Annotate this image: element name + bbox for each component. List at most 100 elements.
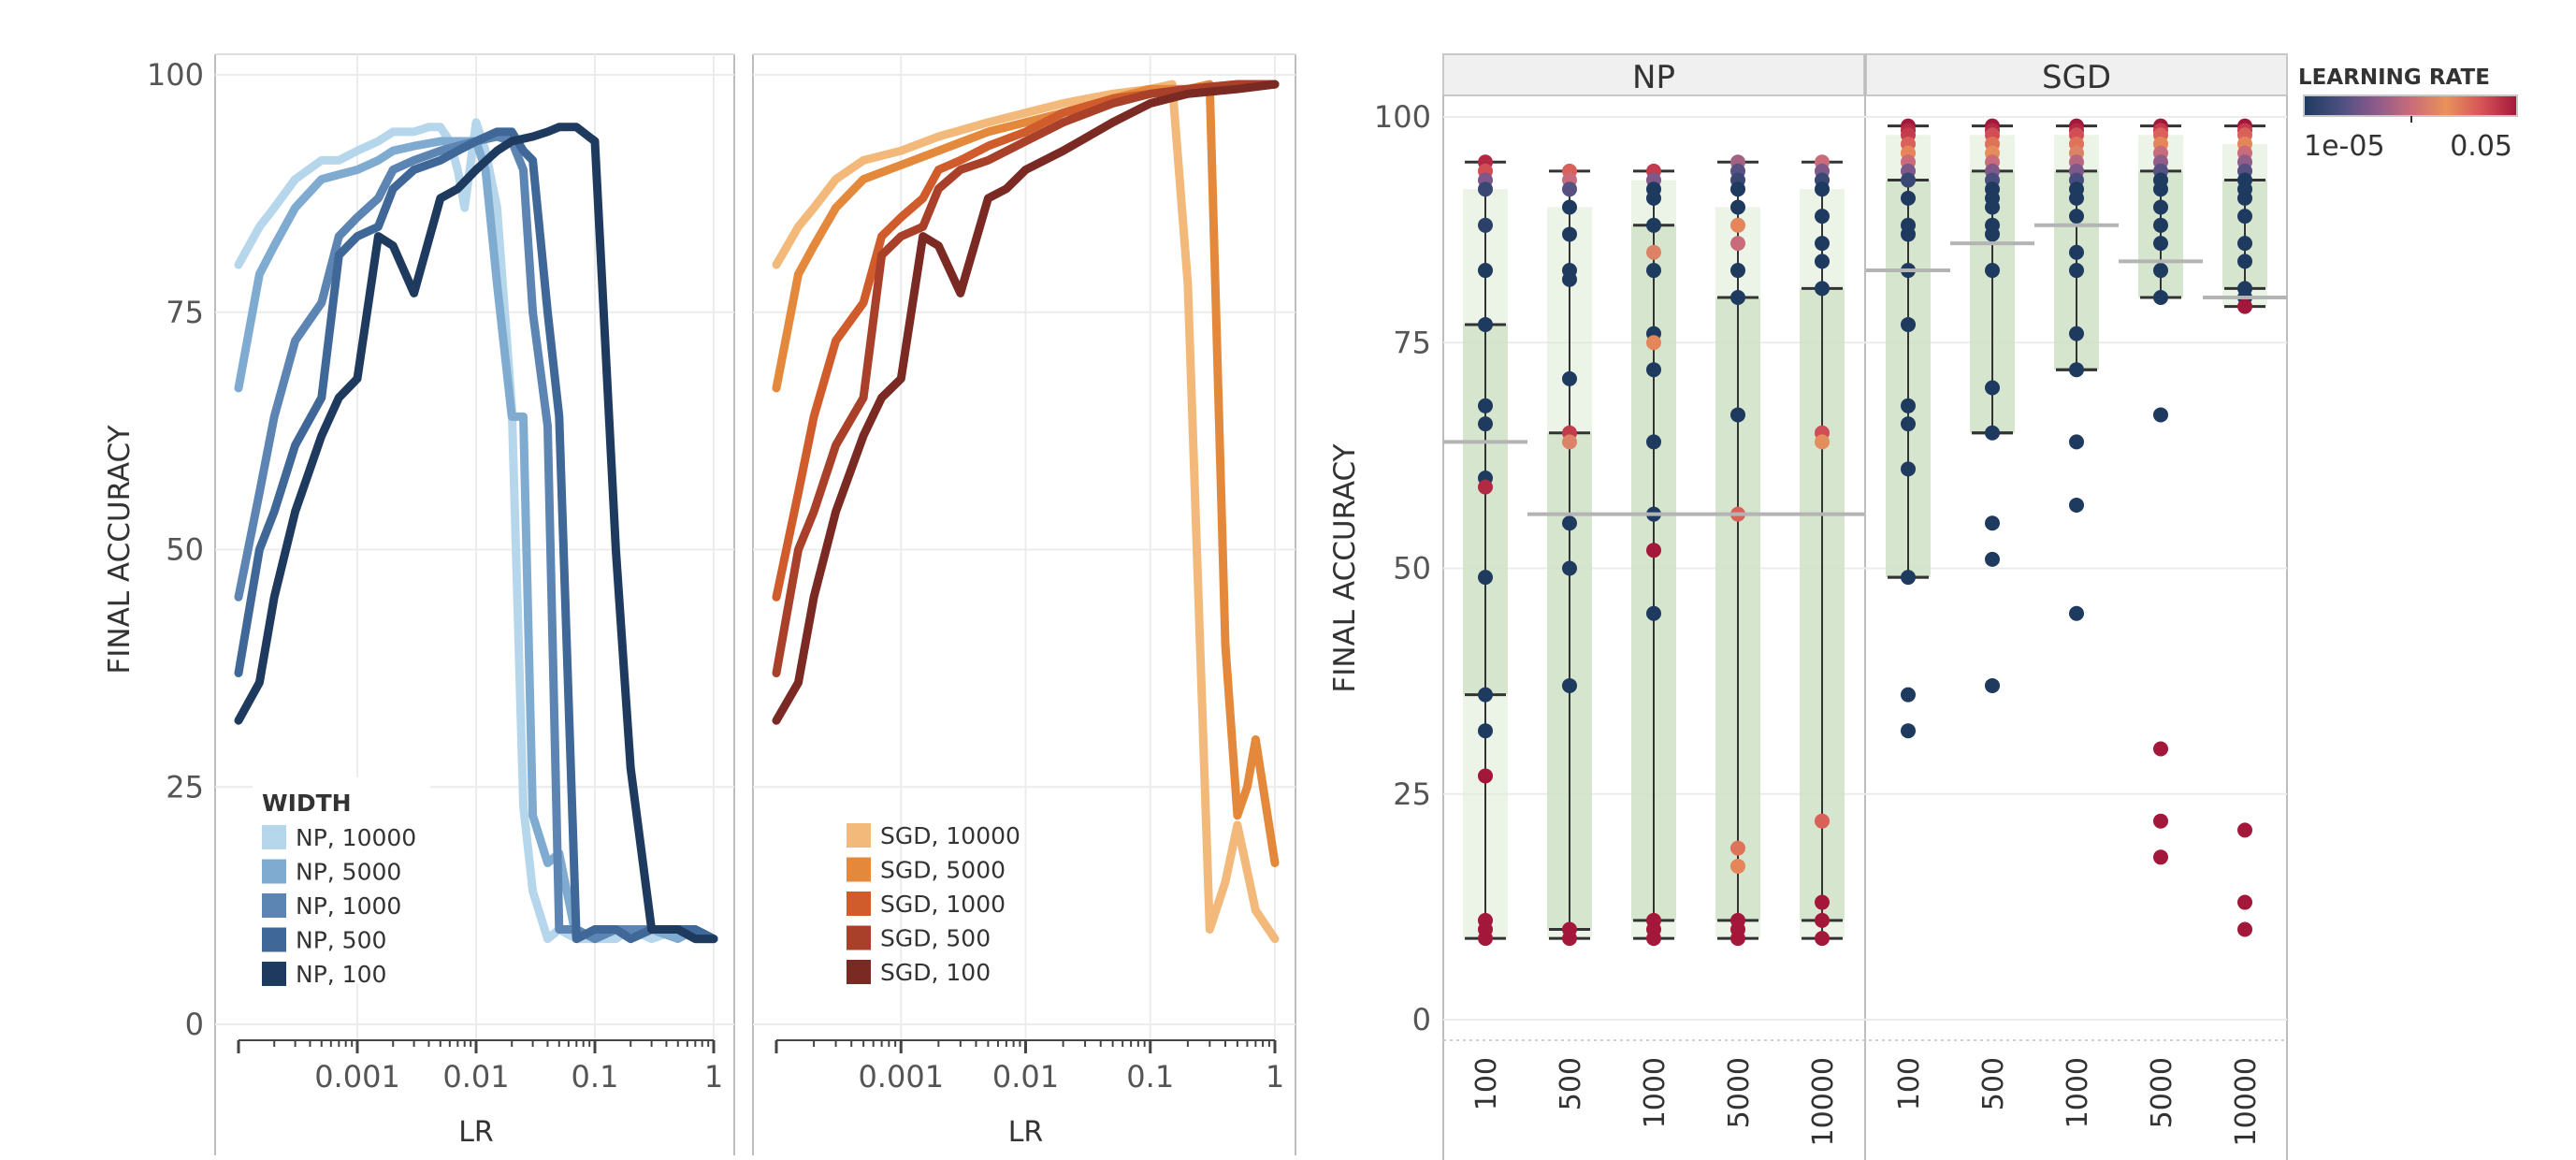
category-label: 1000 — [1639, 1057, 1672, 1128]
legend-label: NP, 1000 — [296, 892, 401, 920]
data-point — [1815, 209, 1830, 225]
data-point — [2069, 362, 2084, 378]
legend-label: NP, 100 — [296, 961, 386, 988]
data-point — [1815, 434, 1830, 450]
data-point — [1478, 931, 1493, 947]
data-point — [1985, 263, 2000, 279]
data-point — [1646, 543, 1661, 558]
data-point — [1562, 181, 1577, 197]
data-point — [1730, 236, 1745, 252]
y-tick-label: 100 — [147, 57, 204, 93]
data-point — [1901, 398, 1916, 413]
data-point — [2153, 741, 2168, 757]
data-point — [2237, 298, 2252, 314]
data-point — [1901, 172, 1916, 188]
data-point — [2153, 236, 2168, 252]
legend-swatch — [262, 962, 286, 986]
data-point — [1815, 912, 1830, 928]
legend-swatch — [262, 893, 286, 918]
data-point — [1815, 254, 1830, 269]
data-point — [1985, 677, 2000, 693]
data-point — [2237, 921, 2252, 937]
data-point — [1562, 677, 1577, 693]
data-point — [1901, 461, 1916, 477]
data-point — [1985, 515, 2000, 531]
data-point — [1901, 723, 1916, 739]
series-line-np-100 — [234, 123, 718, 944]
data-point — [1901, 226, 1916, 242]
data-point — [1562, 226, 1577, 242]
colorbar-gradient — [2303, 94, 2518, 117]
data-point — [1730, 407, 1745, 423]
facet-label-sgd: SGD — [2042, 59, 2111, 96]
series-line-sgd-500 — [772, 80, 1280, 677]
data-point — [1562, 515, 1577, 531]
category-label: 500 — [1555, 1057, 1587, 1110]
x-tick-label: 0.1 — [1126, 1059, 1174, 1095]
data-point — [1478, 768, 1493, 784]
data-point — [1901, 687, 1916, 703]
legend-label: NP, 500 — [296, 927, 386, 954]
box-group-np-5000: 5000 — [1696, 154, 1780, 1128]
data-point — [1646, 335, 1661, 351]
data-point — [1646, 931, 1661, 947]
data-point — [1901, 570, 1916, 586]
y-tick-label: 75 — [1393, 325, 1431, 360]
data-point — [2153, 407, 2168, 423]
legend-swatch — [847, 857, 871, 882]
category-label: 100 — [1893, 1057, 1926, 1110]
data-point — [2237, 894, 2252, 910]
category-label: 5000 — [2146, 1057, 2178, 1128]
data-point — [2153, 849, 2168, 865]
data-point — [2069, 497, 2084, 513]
legend-swatch — [847, 823, 871, 848]
legend-swatch — [847, 892, 871, 916]
colorbar-title: LEARNING RATE — [2298, 65, 2490, 90]
series-line-np-1000 — [234, 132, 718, 944]
data-point — [1478, 570, 1493, 586]
data-point — [2069, 190, 2084, 206]
y-tick-label: 25 — [166, 769, 204, 805]
legend-label: SGD, 1000 — [880, 891, 1006, 918]
data-point — [1478, 316, 1493, 332]
data-point — [2237, 190, 2252, 206]
data-point — [1478, 398, 1493, 413]
box-group-sgd-5000: 5000 — [2119, 118, 2203, 1128]
data-point — [1730, 181, 1745, 197]
series-line-np-10000 — [234, 118, 718, 944]
data-point — [1478, 263, 1493, 279]
facet-label-np: NP — [1632, 59, 1675, 96]
data-point — [2069, 263, 2084, 279]
y-tick-label: 100 — [1374, 99, 1431, 135]
x-tick-label: 0.1 — [572, 1059, 619, 1095]
data-point — [1646, 217, 1661, 233]
data-point — [1478, 479, 1493, 495]
x-tick-label: 0.001 — [314, 1059, 400, 1095]
data-point — [1985, 551, 2000, 567]
data-point — [1815, 181, 1830, 197]
legend-swatch — [262, 859, 286, 884]
category-label: 10000 — [2230, 1057, 2263, 1146]
x-tick-label: 0.01 — [442, 1059, 509, 1095]
box-group-np-500: 500 — [1527, 163, 1612, 1110]
data-point — [2069, 434, 2084, 450]
data-point — [1815, 813, 1830, 829]
x-axis-title: LR — [458, 1116, 494, 1149]
legend-label: SGD, 500 — [880, 925, 991, 952]
legend-label: NP, 10000 — [296, 824, 416, 851]
data-point — [1562, 199, 1577, 215]
data-point — [1646, 434, 1661, 450]
data-point — [1985, 199, 2000, 215]
data-point — [1730, 199, 1745, 215]
data-point — [2153, 813, 2168, 829]
data-point — [2153, 290, 2168, 305]
box-group-np-10000: 10000 — [1780, 154, 1864, 1146]
legend-label: SGD, 100 — [880, 959, 991, 986]
data-point — [1562, 370, 1577, 386]
data-point — [1478, 217, 1493, 233]
data-point — [1730, 290, 1745, 305]
data-point — [1646, 263, 1661, 279]
data-point — [1478, 416, 1493, 432]
data-point — [1646, 605, 1661, 621]
